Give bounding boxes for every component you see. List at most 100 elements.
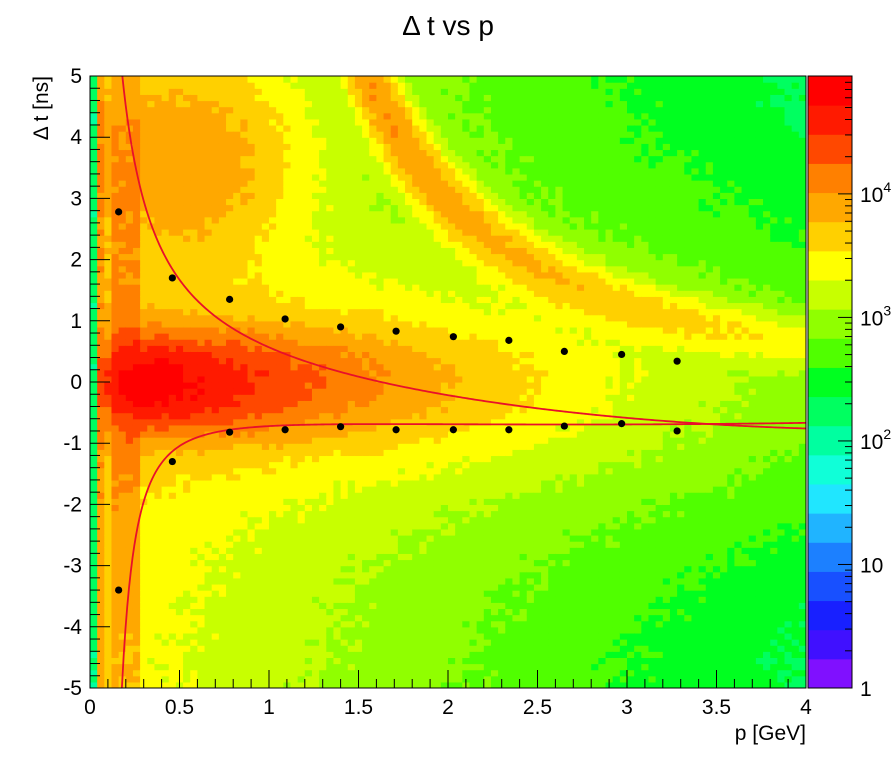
heatmap-cell xyxy=(197,510,206,518)
heatmap-cell xyxy=(376,437,385,444)
heatmap-cell xyxy=(405,516,413,524)
heatmap-cell xyxy=(297,596,306,603)
heatmap-cell xyxy=(333,675,342,683)
heatmap-cell xyxy=(440,492,449,499)
heatmap-cell xyxy=(326,222,335,230)
heatmap-cell xyxy=(333,596,342,603)
heatmap-cell xyxy=(340,351,349,359)
heatmap-cell xyxy=(175,388,184,395)
heatmap-cell xyxy=(97,326,105,334)
heatmap-cell xyxy=(125,186,134,193)
heatmap-cell xyxy=(147,88,156,95)
heatmap-cell xyxy=(240,106,249,114)
heatmap-cell xyxy=(240,296,249,304)
heatmap-cell xyxy=(132,357,141,365)
heatmap-cell xyxy=(369,394,377,401)
heatmap-cell xyxy=(197,100,206,108)
heatmap-cell xyxy=(240,406,249,414)
heatmap-cell xyxy=(147,131,156,138)
heatmap-cell xyxy=(247,639,256,646)
heatmap-cell xyxy=(297,235,306,242)
heatmap-cell xyxy=(90,210,98,218)
heatmap-cell xyxy=(297,284,306,291)
heatmap-cell xyxy=(261,571,270,579)
heatmap-cell xyxy=(111,271,120,279)
heatmap-cell xyxy=(354,100,363,108)
heatmap-cell xyxy=(304,498,313,505)
heatmap-cell xyxy=(233,382,241,389)
heatmap-cell xyxy=(283,602,292,610)
heatmap-cell xyxy=(247,382,256,389)
heatmap-cell xyxy=(132,351,141,359)
heatmap-cell xyxy=(233,82,241,89)
heatmap-cell xyxy=(340,455,349,463)
heatmap-cell xyxy=(240,229,249,236)
heatmap-cell xyxy=(354,235,363,242)
heatmap-cell xyxy=(161,645,170,652)
heatmap-cell xyxy=(233,632,241,640)
heatmap-cell xyxy=(240,583,249,591)
heatmap-cell xyxy=(111,339,120,346)
heatmap-cell xyxy=(283,284,292,291)
heatmap-cell xyxy=(261,535,270,542)
heatmap-cell xyxy=(125,357,134,365)
heatmap-cell xyxy=(383,528,392,536)
heatmap-cell xyxy=(311,528,320,536)
heatmap-cell xyxy=(326,553,335,561)
heatmap-cell xyxy=(211,626,220,634)
heatmap-cell xyxy=(147,553,156,561)
heatmap-cell xyxy=(226,308,234,316)
heatmap-cell xyxy=(183,88,191,95)
heatmap-cell xyxy=(190,76,198,83)
heatmap-cell xyxy=(304,467,313,475)
heatmap-cell xyxy=(419,216,428,224)
heatmap-cell xyxy=(304,363,313,371)
heatmap-cell xyxy=(204,681,213,688)
heatmap-cell xyxy=(369,583,377,591)
heatmap-cell xyxy=(304,357,313,365)
heatmap-cell xyxy=(118,333,127,340)
heatmap-cell xyxy=(204,510,213,518)
heatmap-cell xyxy=(247,320,256,328)
heatmap-cell xyxy=(340,106,349,114)
heatmap-cell xyxy=(311,155,320,163)
heatmap-cell xyxy=(383,100,392,108)
heatmap-cell xyxy=(197,626,206,634)
heatmap-cell xyxy=(90,333,98,340)
heatmap-cell xyxy=(218,504,227,512)
heatmap-cell xyxy=(240,320,249,328)
heatmap-cell xyxy=(240,437,249,444)
heatmap-cell xyxy=(340,498,349,505)
heatmap-cell xyxy=(168,516,177,524)
heatmap-cell xyxy=(412,596,420,603)
heatmap-cell xyxy=(433,382,442,389)
heatmap-cell xyxy=(304,626,313,634)
heatmap-cell xyxy=(311,241,320,248)
heatmap-cell xyxy=(118,461,127,469)
heatmap-cell xyxy=(247,210,256,218)
heatmap-cell xyxy=(154,88,163,95)
heatmap-cell xyxy=(369,528,377,536)
heatmap-cell xyxy=(354,461,363,469)
heatmap-cell xyxy=(383,571,392,579)
heatmap-cell xyxy=(376,180,385,187)
heatmap-cell xyxy=(390,571,399,579)
heatmap-cell xyxy=(269,669,277,677)
heatmap-cell xyxy=(226,339,234,346)
heatmap-cell xyxy=(118,124,127,132)
heatmap-cell xyxy=(183,235,191,242)
heatmap-cell xyxy=(111,357,120,365)
heatmap-cell xyxy=(175,626,184,634)
heatmap-cell xyxy=(390,290,399,297)
heatmap-cell xyxy=(405,375,413,383)
heatmap-cell xyxy=(190,675,198,683)
heatmap-cell xyxy=(304,620,313,628)
heatmap-cell xyxy=(204,547,213,554)
heatmap-cell xyxy=(261,229,270,236)
heatmap-cell xyxy=(340,333,349,340)
heatmap-cell xyxy=(426,565,435,573)
heatmap-cell xyxy=(419,333,428,340)
heatmap-cell xyxy=(197,192,206,199)
heatmap-cell xyxy=(104,180,113,187)
heatmap-cell xyxy=(190,82,198,89)
